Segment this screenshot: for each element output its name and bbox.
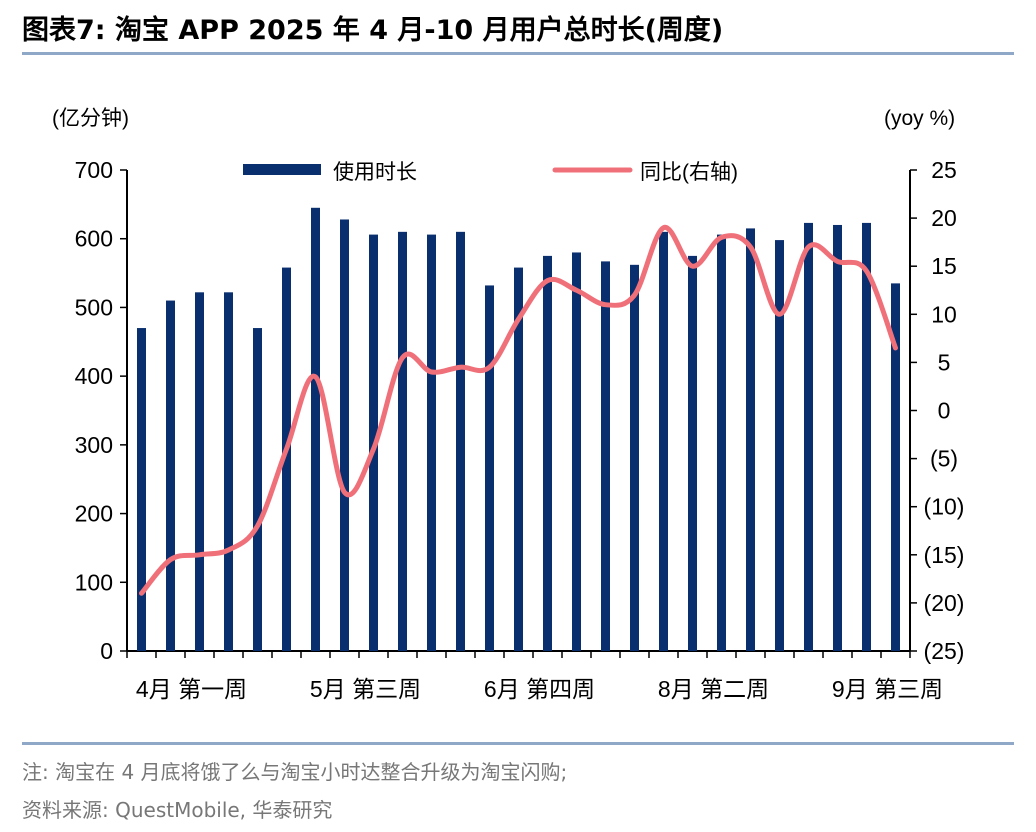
bar	[833, 224, 842, 651]
y-left-tick-label: 100	[75, 569, 113, 595]
y-right-tick-label: (15)	[924, 542, 965, 568]
y-left-tick-label: 300	[75, 432, 113, 458]
footnote: 注: 淘宝在 4 月底将饿了么与淘宝小时达整合升级为淘宝闪购;	[22, 760, 568, 784]
bar	[543, 255, 552, 651]
bar	[456, 231, 465, 652]
y-left-tick-label: 0	[100, 638, 113, 664]
bar	[311, 207, 320, 652]
bar	[891, 283, 900, 651]
top-divider	[22, 52, 1014, 55]
y-left-tick-label: 200	[75, 501, 113, 527]
legend-line-label: 同比(右轴)	[640, 161, 738, 184]
yoy-line	[139, 225, 898, 596]
x-tick-label: 8月 第二周	[658, 676, 769, 702]
y-right-tick-label: (25)	[924, 638, 965, 664]
bar	[862, 222, 871, 651]
bar	[572, 252, 581, 651]
bar	[746, 228, 755, 651]
bar	[398, 231, 407, 652]
bar	[137, 328, 146, 651]
bar	[601, 261, 610, 651]
y-right-tick-label: (5)	[930, 446, 958, 472]
y-left-tick-label: 500	[75, 294, 113, 320]
x-tick-label: 4月 第一周	[136, 676, 247, 702]
legend-bar-label: 使用时长	[333, 161, 417, 184]
bar	[195, 292, 204, 651]
bar	[804, 222, 813, 651]
y-left-tick-label: 600	[75, 226, 113, 252]
y-right-tick-label: 20	[931, 205, 957, 231]
left-axis-unit: (亿分钟)	[52, 107, 129, 130]
tick-labels: 0100200300400500600700(25)(20)(15)(10)(5…	[75, 157, 965, 702]
x-tick-label: 6月 第四周	[484, 676, 595, 702]
y-right-tick-label: 5	[938, 349, 951, 375]
right-axis-unit: (yoy %)	[884, 107, 955, 130]
bar	[485, 285, 494, 651]
bar	[340, 219, 349, 651]
y-right-tick-label: 10	[931, 301, 957, 327]
y-right-tick-label: (20)	[924, 590, 965, 616]
legend-bar-swatch	[243, 164, 321, 175]
x-tick-label: 9月 第三周	[832, 676, 943, 702]
bar	[514, 267, 523, 651]
bar	[717, 234, 726, 651]
bar	[282, 267, 291, 651]
bar	[224, 292, 233, 651]
bar	[688, 255, 697, 651]
bar-series	[137, 207, 900, 652]
bottom-divider	[22, 742, 1014, 745]
bar	[659, 231, 668, 652]
y-right-tick-label: 25	[931, 157, 957, 183]
chart: 0100200300400500600700(25)(20)(15)(10)(5…	[52, 107, 965, 702]
x-tick-label: 5月 第三周	[310, 676, 421, 702]
bar	[427, 234, 436, 651]
y-left-tick-label: 400	[75, 363, 113, 389]
y-left-tick-label: 700	[75, 157, 113, 183]
source-line: 资料来源: QuestMobile, 华泰研究	[22, 798, 333, 822]
bar	[166, 300, 175, 651]
y-right-tick-label: (10)	[924, 494, 965, 520]
legend: 使用时长 同比(右轴)	[243, 161, 738, 184]
bar	[253, 328, 262, 651]
y-right-tick-label: 0	[938, 398, 951, 424]
bar	[630, 264, 639, 651]
y-right-tick-label: 15	[931, 253, 957, 279]
bar	[775, 240, 784, 652]
figure-title: 图表7: 淘宝 APP 2025 年 4 月-10 月用户总时长(周度)	[22, 15, 724, 46]
